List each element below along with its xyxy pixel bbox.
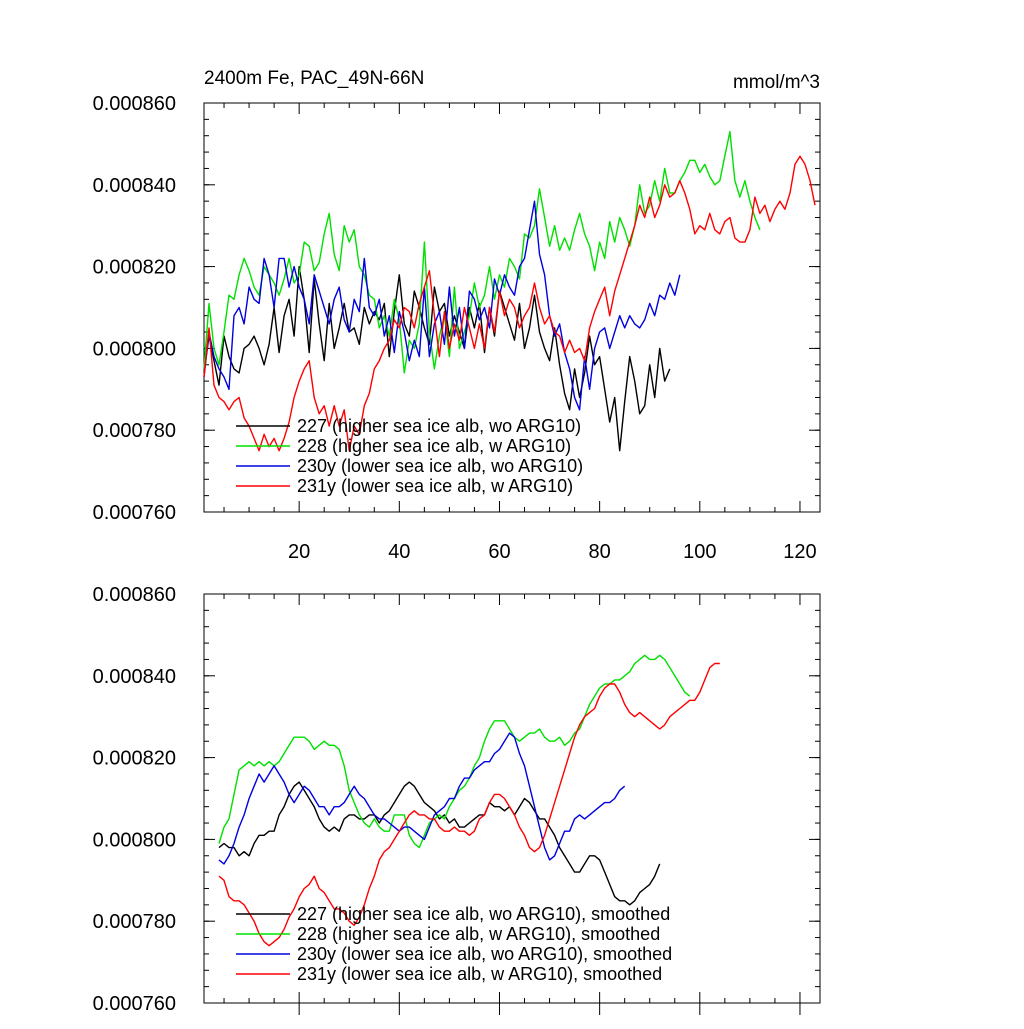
y-tick-label: 0.000780 [93,420,176,442]
y-tick-label: 0.000760 [93,502,176,524]
series-line [218,732,626,865]
legend-label: 228 (higher sea ice alb, w ARG10), smoot… [297,924,660,944]
series-lines-bottom [218,654,720,947]
y-tick-label: 0.000840 [93,175,176,197]
legend-label: 230y (lower sea ice alb, wo ARG10), smoo… [297,944,672,964]
legend-top: 227 (higher sea ice alb, wo ARG10)228 (h… [236,416,583,496]
legend-label: 231y (lower sea ice alb, w ARG10) [297,476,573,496]
series-line [203,265,671,452]
y-tick-label: 0.000800 [93,338,176,360]
y-tick-label: 0.000820 [93,257,176,279]
y-tick-label: 0.000760 [93,993,176,1015]
x-ticks-bottom [223,594,801,1015]
legend-bottom: 227 (higher sea ice alb, wo ARG10), smoo… [236,904,672,984]
legend-label: 227 (higher sea ice alb, wo ARG10), smoo… [297,904,670,924]
x-tick-label: 60 [488,541,510,563]
y-tick-label: 0.000840 [93,666,176,688]
legend-label: 227 (higher sea ice alb, wo ARG10) [297,416,581,436]
y-ticks-top: 0.000760 0.000780 0.000800 0.000820 0.000840… [93,93,820,524]
y-tick-label: 0.000820 [93,748,176,770]
x-tick-label: 80 [589,541,611,563]
legend-label: 228 (higher sea ice alb, w ARG10) [297,436,571,456]
chart-title: 2400m Fe, PAC_49N-66N [204,68,424,89]
plot-frame-bottom [203,593,821,1004]
series-line [218,662,720,947]
legend-label: 230y (lower sea ice alb, wo ARG10) [297,456,583,476]
plot-frame-top [203,102,821,513]
legend-label: 231y (lower sea ice alb, w ARG10), smoot… [297,964,662,984]
units-label: mmol/m^3 [733,72,820,93]
x-tick-label: 20 [288,541,310,563]
series-line [218,781,661,906]
x-tick-label: 120 [783,541,816,563]
y-tick-label: 0.000800 [93,829,176,851]
x-ticks-top: 20 40 60 80 100 120 [223,103,817,563]
x-tick-label: 100 [683,541,716,563]
x-tick-label: 40 [388,541,410,563]
y-tick-label: 0.000860 [93,93,176,115]
y-tick-label: 0.000780 [93,911,176,933]
top-panel: 2400m Fe, PAC_49N-66N mmol/m^3 0.0007600… [93,68,821,563]
series-lines-top [203,130,816,452]
y-ticks-bottom: 0.000760 0.000780 0.000800 0.000820 0.000840… [93,584,820,1015]
series-line [203,155,816,452]
bottom-panel: 0.000760 0.000780 0.000800 0.000820 0.000840… [93,584,821,1015]
y-tick-label: 0.000860 [93,584,176,606]
